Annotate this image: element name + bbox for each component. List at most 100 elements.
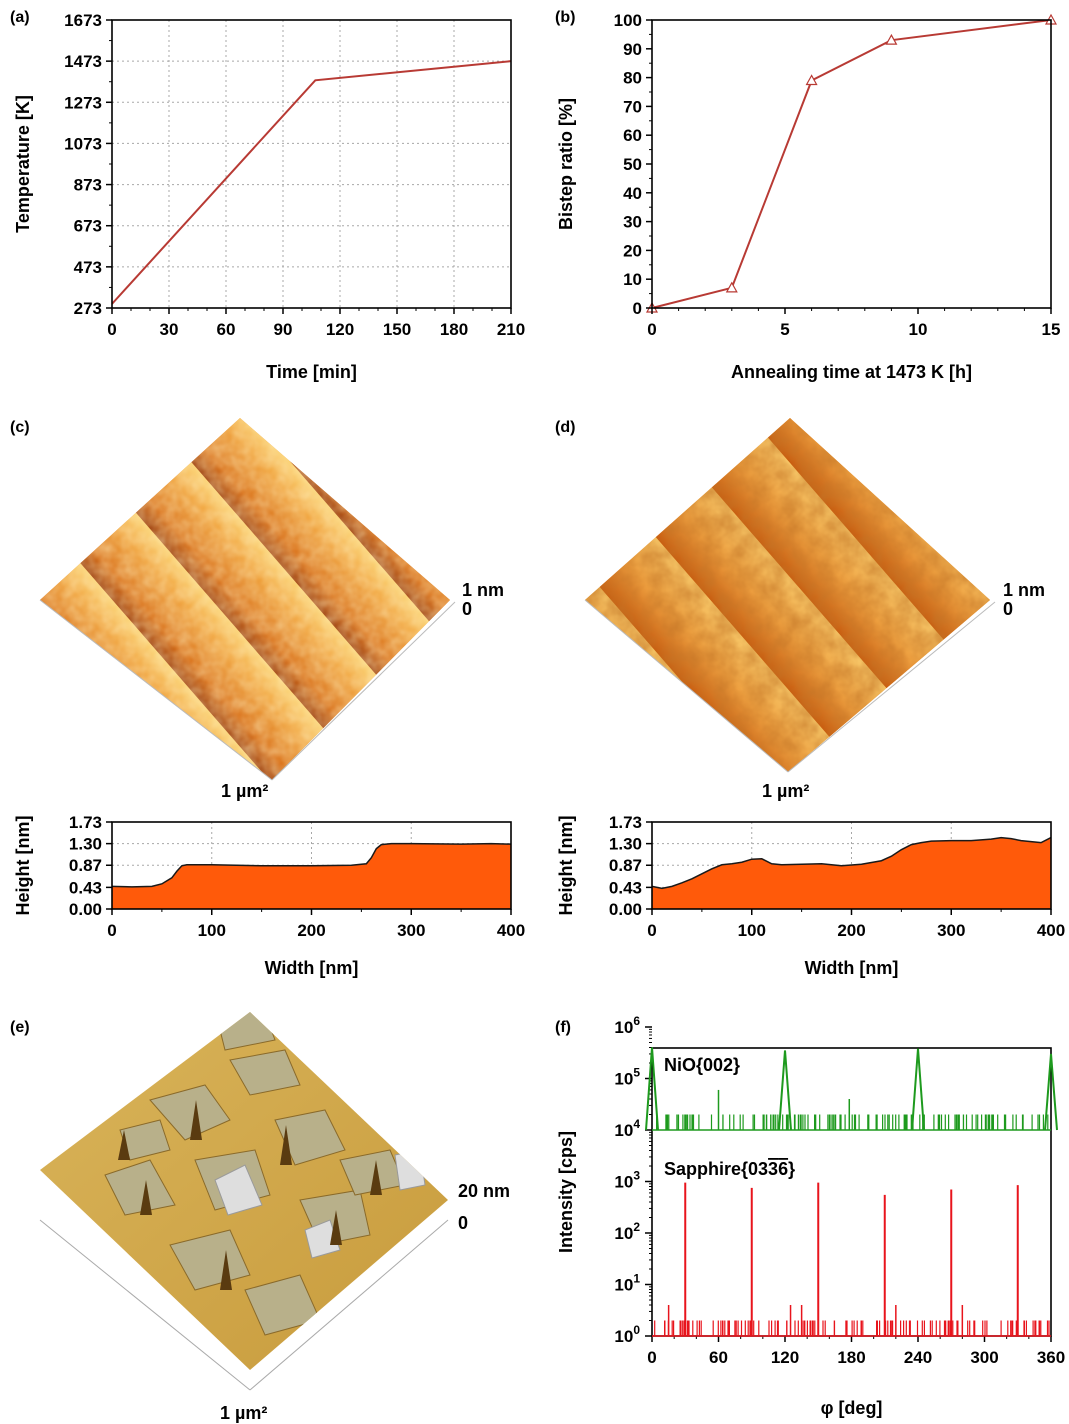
x-tick-label: 5 bbox=[780, 320, 789, 339]
y-tick-label: 20 bbox=[623, 241, 642, 260]
x-tick-label: 180 bbox=[837, 1348, 865, 1367]
y-axis-label: Height [nm] bbox=[13, 816, 33, 916]
series-line bbox=[651, 19, 1052, 309]
y-tick-label: 1673 bbox=[64, 11, 102, 30]
afm-c-area-label: 1 µm² bbox=[221, 781, 268, 801]
y-tick-label: 1273 bbox=[64, 93, 102, 112]
profile-line bbox=[651, 836, 1052, 890]
x-tick-label: 0 bbox=[107, 921, 116, 940]
y-tick-label: 10 bbox=[623, 270, 642, 289]
series-noise bbox=[656, 1114, 1049, 1130]
y-tick-label: 102 bbox=[614, 1220, 640, 1243]
x-axis-label: Width [nm] bbox=[805, 958, 899, 978]
y-tick-label: 0.00 bbox=[69, 900, 102, 919]
y-tick-label: 1473 bbox=[64, 52, 102, 71]
y-tick-label: 873 bbox=[74, 176, 102, 195]
panel-label: (b) bbox=[555, 9, 575, 26]
y-tick-label: 100 bbox=[614, 11, 642, 30]
x-tick-label: 240 bbox=[904, 1348, 932, 1367]
y-tick-label: 0.00 bbox=[609, 900, 642, 919]
afm-c-zero-label: 0 bbox=[462, 599, 472, 619]
plot-frame bbox=[651, 19, 1052, 309]
chart-b: 0 5 10 15 0 10 20 30 40 50 60 70 80 90 100 Annealing ti… bbox=[556, 11, 1060, 382]
y-tick-label: 273 bbox=[74, 299, 102, 318]
x-tick-label: 300 bbox=[970, 1348, 998, 1367]
afm-e-area-label: 1 µm² bbox=[220, 1403, 267, 1423]
y-tick-label: 1073 bbox=[64, 134, 102, 153]
y-tick-label: 80 bbox=[623, 69, 642, 88]
afm-e-height-label: 20 nm bbox=[458, 1181, 510, 1201]
y-tick-label: 105 bbox=[614, 1066, 640, 1089]
y-tick-label: 0.43 bbox=[609, 878, 642, 897]
afm-d-zero-label: 0 bbox=[1003, 599, 1013, 619]
y-tick-label: 1.30 bbox=[69, 835, 102, 854]
y-tick-label: 0.87 bbox=[69, 856, 102, 875]
x-tick-label: 360 bbox=[1037, 1348, 1065, 1367]
chart-a: 0 30 60 90 120 150 180 210 273 473 673 873 1073 1273 1… bbox=[13, 11, 525, 382]
afm-c-height-label: 1 nm bbox=[462, 580, 504, 600]
x-tick-label: 120 bbox=[326, 320, 354, 339]
afm-labels: 1 nm 0 1 µm² 1 nm 0 1 µm² 20 nm 0 1 µm² bbox=[220, 580, 1045, 1423]
y-tick-label: 50 bbox=[623, 155, 642, 174]
afm-d-height-label: 1 nm bbox=[1003, 580, 1045, 600]
x-tick-label: 0 bbox=[647, 921, 656, 940]
x-tick-label: 100 bbox=[738, 921, 766, 940]
data-point-marker bbox=[805, 74, 818, 86]
x-tick-label: 15 bbox=[1042, 320, 1061, 339]
x-tick-label: 30 bbox=[160, 320, 179, 339]
y-tick-label: 106 bbox=[614, 1014, 640, 1037]
y-tick-label: 40 bbox=[623, 184, 642, 203]
plot-frame bbox=[111, 19, 512, 309]
x-axis-label: φ [deg] bbox=[821, 1398, 883, 1418]
y-tick-label: 673 bbox=[74, 217, 102, 236]
y-tick-label: 101 bbox=[614, 1272, 640, 1295]
peak bbox=[645, 1047, 659, 1131]
y-axis-label: Height [nm] bbox=[556, 816, 576, 916]
afm-d-area-label: 1 µm² bbox=[762, 781, 809, 801]
afm-image-e bbox=[39, 1012, 449, 1391]
chart-f: 100 101 102 103 104 105 106 0 60 120 180 240 300 360 φ… bbox=[556, 1014, 1065, 1418]
x-tick-label: 400 bbox=[497, 921, 525, 940]
peak bbox=[778, 1050, 792, 1131]
x-tick-label: 0 bbox=[647, 1348, 656, 1367]
series-nio bbox=[645, 1047, 1058, 1131]
x-tick-label: 180 bbox=[440, 320, 468, 339]
y-tick-label: 0 bbox=[633, 299, 642, 318]
series-line bbox=[111, 60, 512, 305]
profile-area bbox=[112, 843, 511, 909]
y-tick-label: 104 bbox=[614, 1117, 640, 1140]
series-sapphire bbox=[652, 1182, 1051, 1337]
x-tick-label: 300 bbox=[397, 921, 425, 940]
y-tick-label: 473 bbox=[74, 258, 102, 277]
x-tick-label: 400 bbox=[1037, 921, 1065, 940]
y-axis-label: Bistep ratio [%] bbox=[556, 98, 576, 230]
x-tick-label: 60 bbox=[709, 1348, 728, 1367]
x-axis-label: Width [nm] bbox=[265, 958, 359, 978]
y-tick-label: 1.73 bbox=[69, 813, 102, 832]
x-tick-label: 0 bbox=[647, 320, 656, 339]
afm-e-islands bbox=[104, 1012, 426, 1336]
y-tick-label: 90 bbox=[623, 40, 642, 59]
y-axis-label: Temperature [K] bbox=[13, 95, 33, 233]
panel-labels: (a) (b) (c) (d) (e) (f) bbox=[10, 9, 575, 1036]
x-tick-label: 90 bbox=[274, 320, 293, 339]
x-axis-label: Time [min] bbox=[266, 362, 357, 382]
x-tick-label: 150 bbox=[383, 320, 411, 339]
peak bbox=[911, 1048, 925, 1131]
x-tick-label: 0 bbox=[107, 320, 116, 339]
y-tick-label: 30 bbox=[623, 213, 642, 232]
y-tick-label: 1.73 bbox=[609, 813, 642, 832]
x-tick-label: 210 bbox=[497, 320, 525, 339]
series-label-sapphire: Sapphire{0336} bbox=[664, 1159, 795, 1179]
panel-label: (d) bbox=[555, 419, 575, 436]
x-tick-label: 300 bbox=[937, 921, 965, 940]
y-tick-label: 100 bbox=[614, 1323, 640, 1346]
x-axis-label: Annealing time at 1473 K [h] bbox=[731, 362, 972, 382]
y-tick-label: 0.43 bbox=[69, 878, 102, 897]
series-noise bbox=[654, 1320, 1050, 1336]
x-tick-label: 200 bbox=[297, 921, 325, 940]
panel-label: (f) bbox=[555, 1019, 571, 1036]
profile-line bbox=[111, 842, 512, 888]
chart-c: 0 100 200 300 400 0.00 0.43 0.87 1.30 1.73 Width [… bbox=[13, 813, 525, 978]
